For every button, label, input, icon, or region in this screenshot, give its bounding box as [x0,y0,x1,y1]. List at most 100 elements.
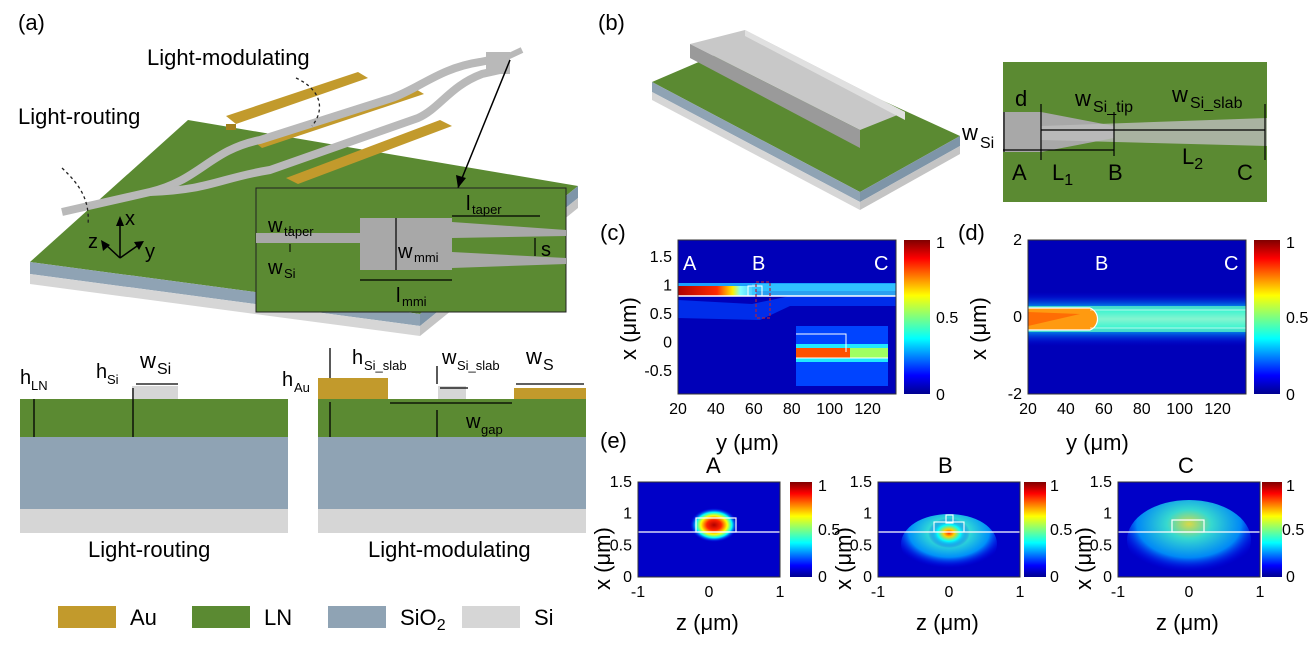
x-tick-label: 0 [945,584,954,601]
svg-text:z: z [88,231,98,253]
taper-top-view: d w Si w Si_tip w Si_slab A L1 B L2 C [961,62,1267,202]
svg-text:0: 0 [1286,569,1295,586]
axes-c: 20 40 60 80 100 120 1.5 1 0.5 0 -0.5 [644,249,881,418]
x-tick-label: 0 [1185,584,1194,601]
svg-text:taper: taper [284,224,314,239]
y-tick-label: -2 [1008,386,1022,403]
y-tick-label: 1 [1103,506,1112,523]
svg-text:B: B [1095,253,1108,275]
svg-text:h: h [352,347,363,369]
y-tick-label: 0 [663,335,672,352]
legend-swatch-sio2 [328,606,386,628]
svg-text:w: w [267,257,283,279]
svg-text:d: d [1015,86,1027,111]
svg-text:w: w [139,348,156,373]
svg-text:gap: gap [481,422,503,437]
label-light-modulating: Light-modulating [147,45,310,70]
x-tick-label: 80 [1133,401,1151,418]
x-tick-label: 120 [1204,401,1231,418]
x-tick-label: 0 [705,584,714,601]
svg-text:0: 0 [936,387,945,404]
x-tick-label: 80 [783,401,801,418]
y-tick-label: 1 [863,506,872,523]
legend-label-ln: LN [264,605,292,630]
y-tick-label: 0.5 [610,537,632,554]
svg-text:l: l [466,193,470,215]
y-tick-label: 0 [1103,569,1112,586]
x-tick-label: 1 [776,584,785,601]
panel-label-e: (e) [600,428,627,453]
heatmap-e-A: A 1 0.5 0 [637,453,840,586]
svg-text:LN: LN [31,378,48,393]
svg-text:Si_slab: Si_slab [1190,95,1243,112]
svg-text:0.5: 0.5 [1050,522,1072,539]
mmi-inset: w taper w Si w mmi l mmi l taper s [255,187,567,313]
svg-text:0.5: 0.5 [818,522,840,539]
xlabel-c: y (μm) [716,430,779,455]
svg-text:y: y [145,241,155,263]
ylabel-d: x (μm) [966,297,991,360]
y-tick-label: 0.5 [650,306,672,323]
xlabel-d: y (μm) [1066,430,1129,455]
svg-text:Si: Si [980,135,994,152]
caption-light-modulating: Light-modulating [368,537,531,562]
axes-e-A: -1 0 11.510.50 [610,474,785,601]
x-tick-label: 40 [707,401,725,418]
y-tick-label: 0.5 [1090,537,1112,554]
xlabel-e-C: z (μm) [1156,610,1219,635]
svg-text:A: A [683,253,697,275]
svg-text:Si: Si [107,372,119,387]
svg-text:0: 0 [818,569,827,586]
x-tick-label: 100 [816,401,843,418]
xlabel-e-B: z (μm) [916,610,979,635]
svg-text:x: x [125,208,135,230]
svg-text:0.5: 0.5 [936,310,958,327]
svg-text:1: 1 [1050,478,1059,495]
y-tick-label: 1 [663,278,672,295]
heatmap-e-B: B 1 0.5 0 [877,453,1072,586]
svg-text:S: S [543,357,554,374]
svg-text:C: C [1237,160,1253,185]
heatmap-c-zoom-inset [796,326,888,386]
svg-text:w: w [961,120,978,145]
panel-label-d: (d) [958,220,985,245]
svg-text:Si_slab: Si_slab [364,358,407,373]
x-tick-label: 100 [1166,401,1193,418]
svg-text:0.5: 0.5 [1286,310,1308,327]
zoom-pointer [457,59,511,189]
heatmap-e-C: C 1 0.5 0 [1117,453,1304,586]
caption-light-routing: Light-routing [88,537,210,562]
xlabel-e-A: z (μm) [676,610,739,635]
svg-text:Si: Si [157,361,171,378]
svg-text:Si_tip: Si_tip [1093,99,1133,116]
x-tick-label: 120 [854,401,881,418]
svg-text:1: 1 [1286,478,1295,495]
svg-text:h: h [282,369,293,391]
ylabel-c: x (μm) [616,297,641,360]
svg-text:l: l [396,285,400,307]
svg-text:Si: Si [284,266,296,281]
y-tick-label: 1 [623,506,632,523]
axes-e-C: -1 0 11.510.50 [1090,474,1265,601]
legend-label-au: Au [130,605,157,630]
svg-text:A: A [1012,160,1027,185]
axis-triad: x y z [88,208,155,263]
material-legend: Au LN SiO2 Si [58,605,554,634]
svg-text:taper: taper [472,202,502,217]
x-tick-label: 20 [669,401,687,418]
svg-text:L1: L1 [1052,160,1073,189]
y-tick-label: 1.5 [610,474,632,491]
ylabel-e-A: x (μm) [590,527,615,590]
y-tick-label: 0 [1013,309,1022,326]
svg-text:1: 1 [818,478,827,495]
svg-text:L2: L2 [1182,144,1203,173]
cross-section-light-modulating: h Au h Si_slab w Si_slab w S w gap Light… [282,344,586,562]
legend-label-sio2: SiO2 [400,605,446,634]
taper-3d [652,30,960,210]
x-tick-label: 1 [1016,584,1025,601]
y-tick-label: 2 [1013,232,1022,249]
svg-text:w: w [465,411,481,433]
legend-swatch-ln [192,606,250,628]
legend-label-si: Si [534,605,554,630]
